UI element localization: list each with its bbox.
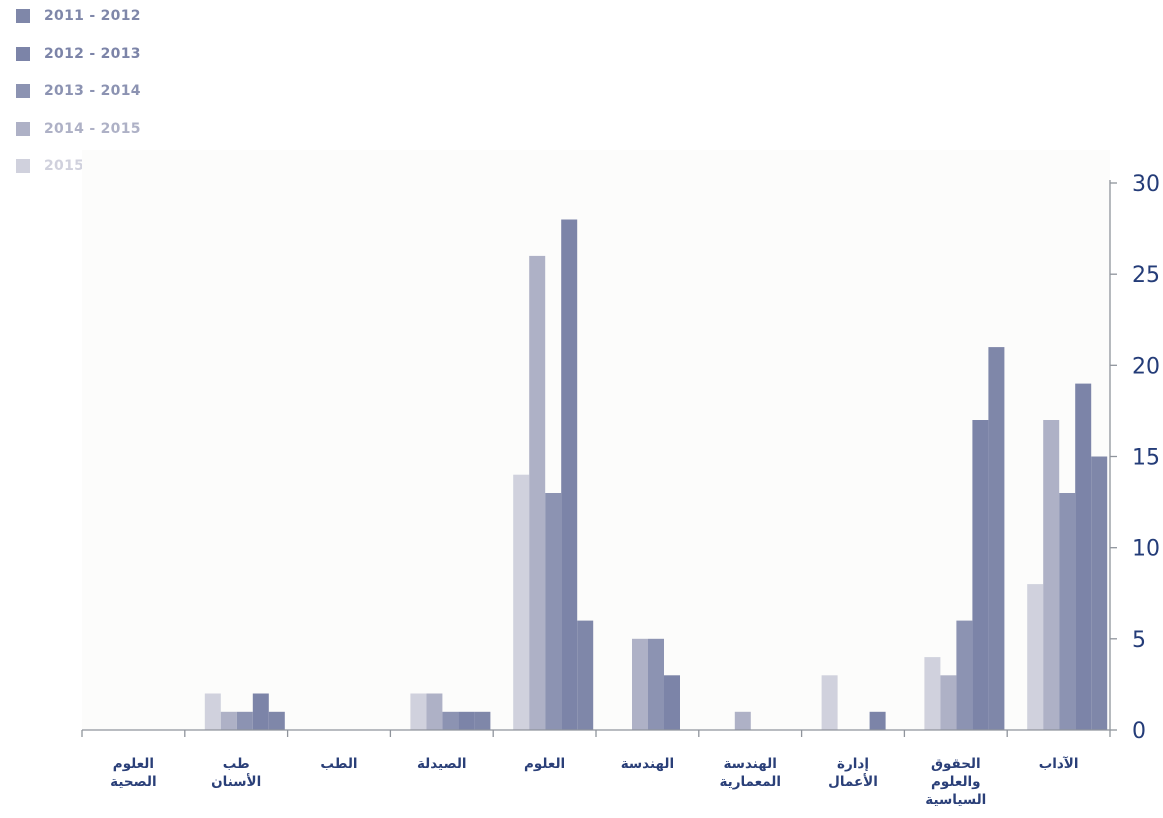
x-category-label-line: الهندسة <box>621 756 674 772</box>
bar-2012-2013-cat4 <box>561 219 578 730</box>
bar-2014-2015-cat5 <box>632 638 648 730</box>
x-category-label: العلوم <box>524 756 565 772</box>
y-tick-label: 25 <box>1132 263 1160 288</box>
x-category-label-line: الصحية <box>110 774 156 790</box>
legend-item: 2014 - 2015 <box>16 119 256 139</box>
legend-item: 2013 - 2014 <box>16 81 256 101</box>
legend-item: 2011 - 2012 <box>16 6 256 26</box>
bar-2012-2013-cat5 <box>664 675 680 730</box>
bar-2015-2016-cat3 <box>410 693 427 730</box>
y-axis-labels: 0 5 10 15 20 25 30 <box>1132 172 1160 744</box>
x-category-label-line: السياسية <box>925 792 986 808</box>
x-category-label-line: الآداب <box>1039 756 1079 772</box>
y-tick-label: 20 <box>1132 354 1160 379</box>
x-category-label: الصيدلة <box>417 756 467 772</box>
x-category-label-line: الهندسة <box>724 756 777 772</box>
bar-2013-2014-cat3 <box>442 711 459 730</box>
x-category-label-line: الأعمال <box>828 773 878 790</box>
bar-2015-2016-cat7 <box>821 675 838 730</box>
bar-2015-2016-cat4 <box>513 474 530 730</box>
bar-2014-2015-cat6 <box>734 711 751 730</box>
bar-2012-2013-cat3 <box>458 711 475 730</box>
bar-2013-2014-cat4 <box>545 493 562 730</box>
bar-2015-2016-cat9 <box>1027 584 1044 730</box>
x-category-label: طب الأسنان <box>211 756 261 790</box>
bar-2011-2012-cat3 <box>474 711 491 730</box>
bar-2014-2015-cat1 <box>220 711 237 730</box>
x-category-label-line: العلوم <box>113 756 154 772</box>
x-category-label-line: العلوم <box>524 756 565 772</box>
bar-2015-2016-cat8 <box>924 657 941 730</box>
x-category-label-line: إدارة <box>837 756 869 772</box>
bars-group <box>204 219 1108 730</box>
x-category-label: الهندسة <box>621 756 674 772</box>
legend-swatch <box>16 9 30 23</box>
bar-2014-2015-cat8 <box>940 675 957 730</box>
bar-2011-2012-cat1 <box>268 711 285 730</box>
legend-swatch <box>16 121 30 136</box>
x-category-label: إدارة الأعمال <box>828 756 878 790</box>
x-category-label-line: الطب <box>320 756 357 772</box>
x-category-label: العلوم الصحية <box>110 756 156 790</box>
x-category-label: الطب <box>320 756 357 772</box>
x-category-label-line: طب <box>223 756 250 772</box>
bar-2013-2014-cat8 <box>956 620 973 730</box>
legend-item: 2012 - 2013 <box>16 44 256 64</box>
x-category-label: الحقوق والعلوم السياسية <box>925 756 986 808</box>
bar-2015-2016-cat1 <box>204 693 221 730</box>
legend-label: 2014 - 2015 <box>44 120 141 137</box>
y-tick-label: 10 <box>1132 537 1160 562</box>
legend-label: 2013 - 2014 <box>44 83 141 99</box>
bar-2013-2014-cat5 <box>648 638 664 730</box>
bar-2013-2014-cat9 <box>1059 493 1076 730</box>
y-tick-label: 5 <box>1132 628 1146 653</box>
y-tick-label: 0 <box>1132 719 1146 744</box>
x-category-label-line: والعلوم <box>931 774 981 790</box>
axes-group <box>81 180 1117 737</box>
bar-2012-2013-cat7 <box>869 711 886 730</box>
bar-2011-2012-cat8 <box>988 347 1005 730</box>
legend-swatch <box>16 46 30 61</box>
bar-2011-2012-cat4 <box>577 620 594 730</box>
bar-2013-2014-cat1 <box>236 711 253 730</box>
legend-label: 2011 - 2012 <box>44 8 141 24</box>
legend-swatch <box>16 159 30 173</box>
x-category-label: الآداب <box>1039 756 1079 772</box>
y-tick-label: 15 <box>1132 446 1160 471</box>
legend-label: 2012 - 2013 <box>44 45 141 62</box>
bar-2012-2013-cat9 <box>1075 383 1092 730</box>
legend-swatch <box>16 84 30 98</box>
x-category-label-line: الحقوق <box>931 756 981 772</box>
bar-2012-2013-cat1 <box>252 693 269 730</box>
bar-2014-2015-cat9 <box>1043 420 1060 730</box>
x-category-label-line: الصيدلة <box>417 756 467 772</box>
bar-2011-2012-cat9 <box>1091 456 1108 730</box>
bar-2012-2013-cat8 <box>972 420 989 730</box>
x-category-label-line: المعمارية <box>719 774 781 790</box>
bar-2014-2015-cat4 <box>529 255 546 730</box>
bar-2014-2015-cat3 <box>426 693 443 730</box>
x-category-label: الهندسة المعمارية <box>719 756 781 790</box>
x-category-label-line: الأسنان <box>211 773 261 790</box>
plot-area <box>82 150 1110 730</box>
y-tick-label: 30 <box>1132 172 1160 197</box>
